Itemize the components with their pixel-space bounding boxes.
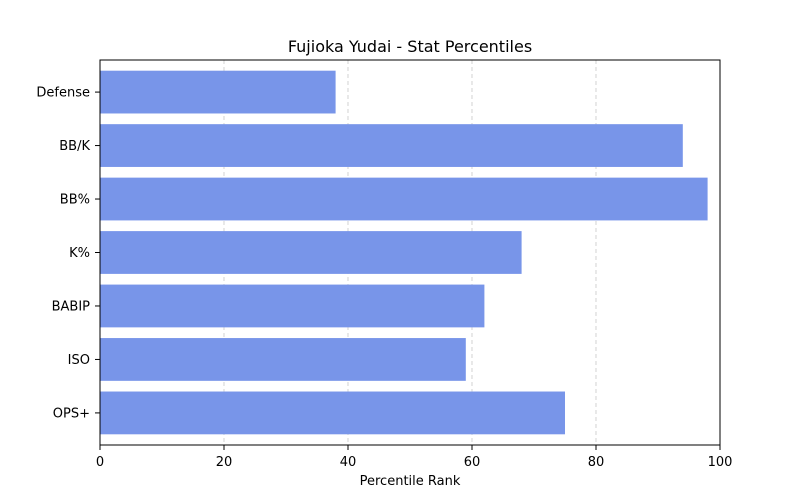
x-tick-label: 40	[340, 455, 357, 470]
x-tick-label: 20	[216, 455, 233, 470]
bars-group	[100, 70, 708, 435]
bar-bb-k	[100, 124, 683, 167]
y-tick-label: Defense	[36, 86, 90, 101]
y-tick-label: ISO	[68, 353, 90, 368]
bar-iso	[100, 338, 466, 381]
bar-babip	[100, 284, 485, 328]
bar-defense	[100, 70, 336, 114]
x-tick-label: 0	[96, 455, 104, 470]
x-axis-ticks: 0 20 40 60 80 100	[96, 445, 733, 470]
x-tick-label: 100	[708, 455, 733, 470]
y-tick-label: BB/K	[59, 139, 90, 154]
y-axis-ticks: Defense BB/K BB% K% BABIP ISO OPS+	[36, 86, 100, 421]
y-tick-label: OPS+	[53, 406, 90, 421]
y-tick-label: K%	[69, 246, 90, 261]
bar-ops-	[100, 391, 565, 435]
chart-title: Fujioka Yudai - Stat Percentiles	[288, 37, 532, 56]
bar-bb-	[100, 177, 708, 221]
x-axis-label: Percentile Rank	[360, 474, 461, 489]
bar-k-	[100, 231, 522, 274]
x-tick-label: 80	[588, 455, 605, 470]
x-tick-label: 60	[464, 455, 481, 470]
y-tick-label: BABIP	[52, 299, 91, 314]
y-tick-label: BB%	[60, 193, 90, 208]
